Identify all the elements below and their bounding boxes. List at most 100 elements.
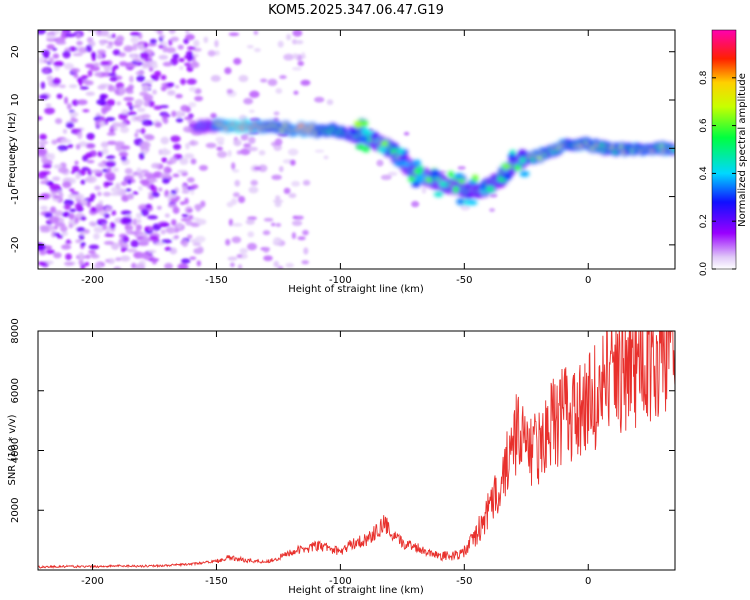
noise-point	[70, 191, 80, 195]
noise-point	[170, 36, 180, 42]
noise-point	[130, 54, 136, 60]
noise-point	[253, 166, 262, 170]
noise-point	[107, 258, 115, 265]
snr-series-line	[38, 331, 675, 569]
noise-point	[148, 226, 154, 231]
noise-point	[207, 50, 216, 57]
noise-point	[277, 265, 284, 269]
noise-point	[141, 114, 151, 119]
noise-point	[293, 90, 299, 95]
noise-point	[103, 240, 115, 245]
colorbar-tick-label: 0.6	[699, 118, 709, 133]
ridge-blob	[411, 181, 421, 188]
ridge-blob	[369, 133, 379, 140]
noise-point	[99, 120, 106, 127]
noise-point	[69, 111, 79, 118]
noise-point	[196, 260, 202, 267]
noise-point	[297, 60, 305, 67]
noise-point	[273, 237, 281, 244]
ridge-blob	[468, 199, 478, 206]
noise-point	[127, 179, 132, 185]
noise-point	[53, 60, 64, 67]
noise-point	[80, 216, 87, 221]
noise-point	[38, 30, 47, 35]
noise-point	[58, 167, 69, 174]
noise-point	[154, 121, 162, 128]
noise-point	[460, 204, 471, 211]
noise-point	[70, 67, 81, 73]
noise-point	[253, 30, 259, 35]
noise-point	[96, 53, 103, 59]
noise-point	[130, 36, 139, 44]
noise-point	[205, 142, 217, 149]
noise-point	[64, 261, 75, 266]
noise-point	[40, 205, 49, 211]
noise-point	[45, 249, 56, 255]
noise-point	[160, 34, 165, 39]
noise-point	[97, 85, 107, 90]
noise-point	[271, 174, 282, 180]
noise-point	[263, 217, 274, 222]
noise-point	[249, 90, 260, 99]
noise-point	[53, 225, 58, 230]
noise-point	[181, 239, 189, 248]
noise-point	[109, 128, 115, 133]
noise-point	[175, 117, 184, 123]
noise-point	[197, 246, 204, 254]
noise-point	[116, 101, 122, 106]
noise-point	[72, 165, 80, 173]
noise-point	[279, 75, 287, 80]
noise-point	[163, 166, 172, 174]
ridge-blob	[471, 174, 479, 183]
noise-point	[302, 229, 309, 236]
noise-point	[263, 247, 270, 253]
noise-point	[273, 260, 280, 268]
noise-point	[136, 167, 142, 175]
noise-point	[159, 222, 170, 228]
noise-point	[160, 136, 170, 145]
noise-point	[120, 210, 132, 216]
noise-point	[119, 61, 128, 67]
noise-point	[90, 206, 97, 213]
noise-point	[65, 33, 76, 38]
ridge-blobs	[191, 118, 675, 206]
noise-point	[181, 112, 186, 117]
noise-point	[286, 33, 292, 41]
noise-point	[101, 160, 107, 164]
noise-point	[185, 30, 190, 34]
noise-point	[120, 126, 130, 134]
colorbar-tick-label: 0.8	[699, 70, 709, 85]
noise-point	[104, 233, 115, 238]
noise-point	[134, 263, 146, 269]
noise-point	[81, 166, 90, 172]
noise-point	[302, 179, 311, 186]
spectrogram-frame	[37, 29, 676, 270]
noise-point	[78, 259, 84, 266]
noise-point	[301, 260, 310, 265]
noise-point	[85, 44, 93, 53]
noise-point	[62, 181, 72, 189]
noise-point	[42, 53, 50, 59]
noise-point	[141, 180, 150, 187]
noise-point	[136, 75, 146, 82]
noise-point	[178, 57, 185, 63]
noise-point	[84, 261, 90, 267]
noise-point	[66, 239, 71, 244]
ridge-blob	[378, 146, 387, 153]
noise-point	[194, 203, 203, 210]
noise-point	[196, 218, 207, 225]
noise-point	[112, 167, 119, 173]
noise-point	[126, 63, 138, 68]
noise-point	[106, 99, 116, 107]
noise-point	[89, 134, 94, 141]
noise-point	[183, 62, 192, 67]
noise-point	[172, 53, 180, 60]
noise-point	[292, 53, 299, 60]
noise-point	[151, 257, 158, 265]
noise-point	[141, 119, 153, 127]
noise-point	[83, 80, 94, 86]
noise-point	[76, 32, 81, 40]
noise-point	[138, 152, 145, 160]
noise-point	[228, 218, 233, 227]
